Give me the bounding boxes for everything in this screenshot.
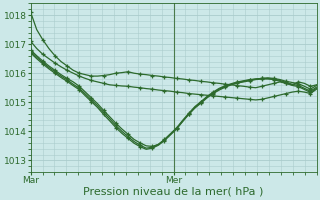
X-axis label: Pression niveau de la mer( hPa ): Pression niveau de la mer( hPa ) xyxy=(84,187,264,197)
